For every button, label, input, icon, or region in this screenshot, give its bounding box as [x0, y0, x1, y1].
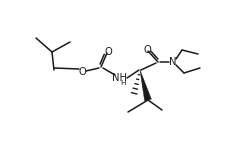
- Text: N: N: [168, 57, 176, 67]
- Text: NH: NH: [112, 73, 127, 83]
- Text: O: O: [78, 67, 86, 77]
- Text: H: H: [120, 80, 125, 86]
- Polygon shape: [139, 70, 151, 101]
- Text: O: O: [143, 45, 150, 55]
- Text: O: O: [104, 47, 111, 57]
